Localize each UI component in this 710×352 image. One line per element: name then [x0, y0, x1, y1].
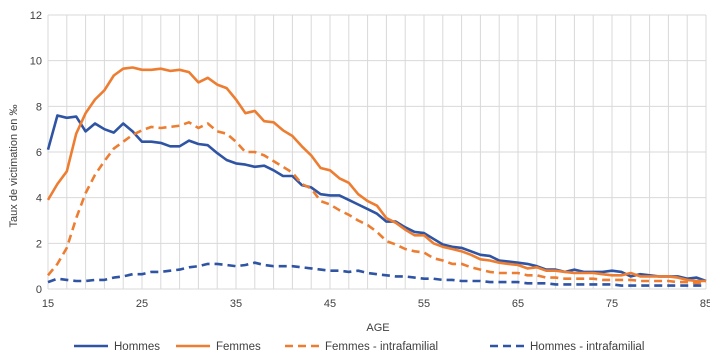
- y-tick-label: 8: [36, 101, 42, 113]
- x-tick-label: 35: [230, 298, 242, 310]
- y-tick-label: 6: [36, 147, 42, 159]
- grid: [47, 14, 707, 290]
- series-lines: [46, 66, 707, 287]
- series-line-femmes-intrafamilial: [46, 121, 707, 285]
- y-tick-label: 2: [36, 238, 42, 250]
- x-tick-label: 25: [136, 298, 148, 310]
- series-line-hommes: [46, 114, 707, 283]
- x-tick-label: 15: [42, 298, 54, 310]
- x-tick-label: 45: [324, 298, 336, 310]
- legend: Hommes Femmes Femmes - intrafamilial Hommes…: [74, 341, 644, 352]
- series-line-femmes: [46, 66, 706, 283]
- x-tick-label: 55: [418, 298, 430, 310]
- legend-label: Hommes: [114, 341, 160, 352]
- x-tick-label: 85: [700, 298, 710, 310]
- x-tick-label: 65: [512, 298, 524, 310]
- legend-label: Hommes - intrafamilial: [530, 341, 644, 352]
- y-tick-label: 10: [30, 56, 42, 68]
- x-tick-label: 75: [606, 298, 618, 310]
- legend-label: Femmes - intrafamilial: [325, 341, 438, 352]
- y-tick-label: 0: [36, 284, 42, 296]
- series-line-hommes-intrafamilial: [47, 261, 706, 287]
- x-axis-title: AGE: [366, 322, 389, 334]
- axes: 0 2 4 6 8 10 12 15 25 35 45 55 65 75 85: [30, 10, 710, 310]
- y-tick-label: 12: [30, 10, 42, 22]
- y-axis-title: Taux de victimation en ‰: [8, 105, 20, 228]
- y-tick-label: 4: [36, 193, 42, 205]
- legend-label: Femmes: [216, 341, 261, 352]
